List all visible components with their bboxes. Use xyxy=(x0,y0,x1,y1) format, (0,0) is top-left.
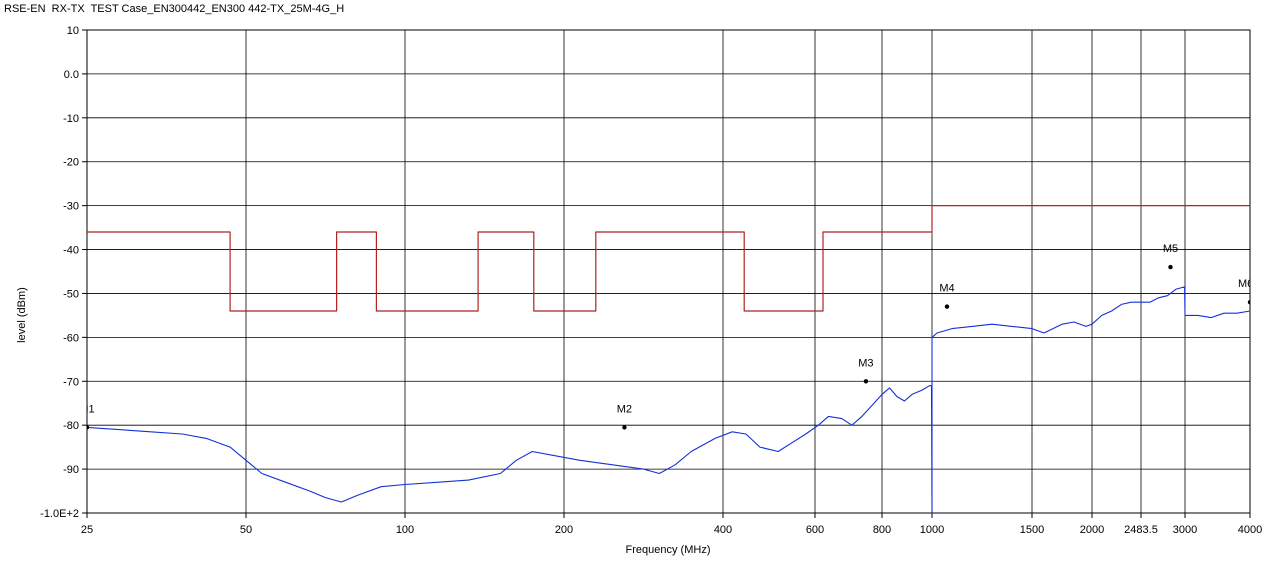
marker-point xyxy=(1247,300,1250,305)
chart-title: RSE-EN RX-TX TEST Case_EN300442_EN300 44… xyxy=(4,3,345,15)
markers-group: M1 M2 M3 M4 M5 M6 xyxy=(79,243,1253,430)
y-tick-label: 0.0 xyxy=(64,69,79,81)
y-tick-label: 10 xyxy=(67,25,79,37)
x-tick-label: 800 xyxy=(873,524,891,536)
grid xyxy=(86,29,1251,514)
x-tick-label: 2483.5 xyxy=(1124,524,1158,536)
marker-label: M4 xyxy=(939,283,954,295)
x-tick-label: 4000 xyxy=(1238,524,1262,536)
y-tick-label: -50 xyxy=(63,288,79,300)
x-tick-label: 25 xyxy=(81,524,93,536)
x-tick-label: 2000 xyxy=(1080,524,1104,536)
x-axis-label: Frequency (MHz) xyxy=(626,544,711,556)
x-tick-label: 400 xyxy=(714,524,732,536)
x-tick-label: 1000 xyxy=(920,524,944,536)
y-tick-label: -90 xyxy=(63,464,79,476)
measurement-trace xyxy=(86,286,1251,514)
marker-label: M6 xyxy=(1238,278,1253,290)
y-tick-label: -30 xyxy=(63,201,79,213)
plot-frame xyxy=(86,29,1251,514)
x-tick-label: 100 xyxy=(396,524,414,536)
marker-point xyxy=(1168,264,1173,270)
y-tick-label: -1.0E+2 xyxy=(40,508,79,520)
x-tick-label: 200 xyxy=(555,524,573,536)
limit-line xyxy=(87,205,1250,312)
x-axis: 25 50 100 200 400 600 800 1000 1500 2000 2483.5 300… xyxy=(81,513,1262,536)
marker-label: M3 xyxy=(858,357,873,369)
y-tick-label: -70 xyxy=(63,376,79,388)
x-tick-label: 1500 xyxy=(1020,524,1044,536)
x-tick-label: 50 xyxy=(240,524,252,536)
y-tick-label: -60 xyxy=(63,332,79,344)
y-axis-label: level (dBm) xyxy=(16,287,28,343)
marker-point xyxy=(622,425,627,430)
marker-point xyxy=(87,425,90,430)
y-axis: 10 0.0 -10 -20 -30 -40 -50 -60 -70 -80 -90 -1.0E+2 xyxy=(40,25,87,520)
marker-label: M5 xyxy=(1163,243,1178,255)
y-tick-label: -80 xyxy=(63,420,79,432)
marker-label: M1 xyxy=(79,403,94,415)
x-tick-label: 600 xyxy=(806,524,824,536)
marker-label: M2 xyxy=(617,403,632,415)
x-tick-label: 3000 xyxy=(1173,524,1197,536)
series-group xyxy=(86,205,1251,514)
marker-point xyxy=(944,304,950,309)
marker-point xyxy=(863,379,869,384)
y-tick-label: -40 xyxy=(63,245,79,257)
y-tick-label: -10 xyxy=(63,113,79,125)
y-tick-label: -20 xyxy=(63,157,79,169)
